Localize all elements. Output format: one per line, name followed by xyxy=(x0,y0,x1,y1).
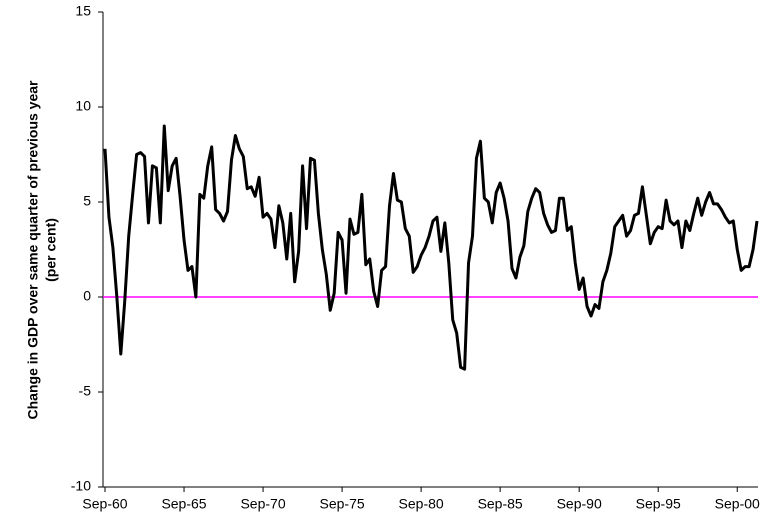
y-tick-label: 15 xyxy=(75,3,91,19)
y-tick-label: -5 xyxy=(79,383,92,399)
x-tick-label: Sep-70 xyxy=(240,496,285,512)
x-tick-label: Sep-60 xyxy=(82,496,127,512)
y-tick-label: 0 xyxy=(83,288,91,304)
x-tick-label: Sep-90 xyxy=(557,496,602,512)
x-tick-label: Sep-85 xyxy=(478,496,523,512)
x-tick-label: Sep-00 xyxy=(715,496,760,512)
y-tick-label: 10 xyxy=(75,98,91,114)
x-tick-label: Sep-95 xyxy=(636,496,681,512)
y-tick-label: -10 xyxy=(71,478,91,494)
y-axis-title: (per cent) xyxy=(43,218,59,282)
data-line xyxy=(103,124,759,371)
x-tick-label: Sep-65 xyxy=(161,496,206,512)
x-tick-label: Sep-75 xyxy=(320,496,365,512)
x-tick-label: Sep-80 xyxy=(399,496,444,512)
y-tick-label: 5 xyxy=(83,193,91,209)
y-axis-title: Change in GDP over same quarter of previ… xyxy=(25,80,41,420)
